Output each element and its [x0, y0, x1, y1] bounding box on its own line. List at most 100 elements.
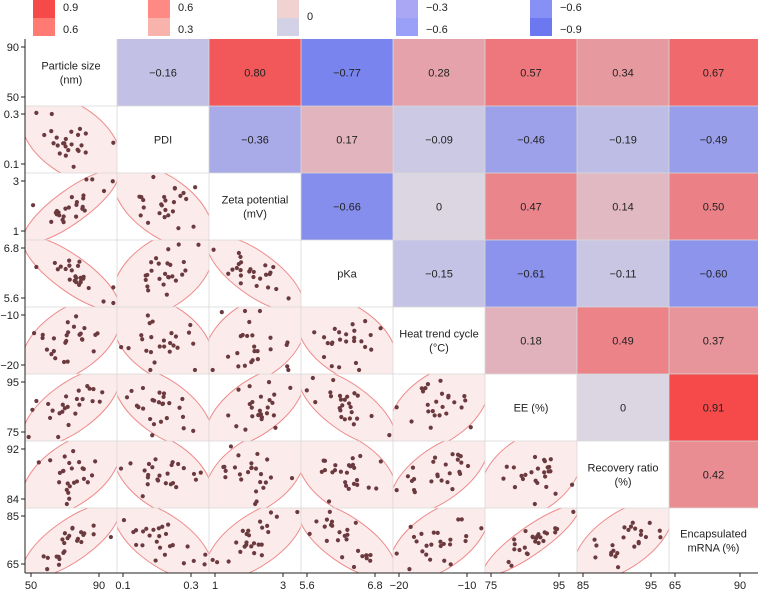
- scatter-point: [592, 537, 597, 542]
- scatter-point: [57, 470, 62, 475]
- scatter-point: [251, 269, 256, 275]
- scatter-point: [79, 143, 84, 148]
- scatter-point: [263, 480, 268, 485]
- y-tick-label: 1: [13, 226, 19, 238]
- scatter-point: [66, 205, 71, 210]
- scatter-point: [525, 551, 530, 557]
- scatter-point: [181, 426, 186, 431]
- scatter-point: [111, 300, 116, 306]
- scatter-point: [238, 273, 244, 278]
- correlation-cell: [485, 173, 577, 240]
- scatter-point: [142, 468, 147, 473]
- scatter-point: [71, 449, 76, 454]
- scatter-panel: [393, 374, 485, 441]
- correlation-value: 0.37: [703, 336, 724, 348]
- correlation-cell: [577, 106, 669, 173]
- scatter-point: [145, 313, 150, 318]
- scatter-point: [170, 209, 176, 214]
- y-tick-label: 90: [7, 42, 19, 54]
- scatter-point: [452, 400, 457, 405]
- scatter-point: [181, 466, 186, 471]
- scatter-point: [446, 393, 451, 398]
- scatter-point: [184, 196, 189, 202]
- scatter-point: [162, 215, 167, 220]
- scatter-point: [144, 348, 149, 353]
- scatter-point: [149, 268, 154, 273]
- scatter-point: [368, 332, 373, 338]
- scatter-point: [312, 330, 317, 335]
- scatter-point: [261, 485, 266, 490]
- scatter-point: [162, 552, 168, 557]
- scatter-point: [156, 526, 161, 531]
- scatter-point: [324, 538, 329, 543]
- scatter-point: [356, 367, 362, 373]
- variable-label: mRNA (%): [688, 543, 740, 555]
- scatter-point: [157, 473, 162, 478]
- confidence-ellipse: [209, 441, 301, 508]
- scatter-point: [265, 523, 270, 528]
- scatter-point: [447, 471, 452, 476]
- scatter-panel: [25, 441, 117, 508]
- scatter-point: [60, 402, 65, 407]
- scatter-point: [538, 535, 543, 540]
- scatter-point: [346, 401, 352, 406]
- scatter-point: [337, 330, 342, 335]
- scatter-point: [77, 332, 82, 337]
- scatter-point: [63, 144, 68, 149]
- scatter-panel: [301, 441, 393, 508]
- confidence-ellipse: [301, 374, 393, 441]
- scatter-point: [250, 333, 255, 338]
- scatter-point: [258, 479, 263, 485]
- scatter-point: [180, 414, 186, 419]
- correlation-cell: [485, 307, 577, 374]
- scatter-panel: [25, 307, 117, 374]
- scatter-point: [169, 331, 174, 336]
- y-tick-label: 85: [7, 511, 19, 523]
- legend-item: 0.6 0.3: [148, 0, 193, 36]
- scatter-point: [253, 489, 259, 494]
- scatter-point: [256, 413, 261, 418]
- scatter-point: [235, 351, 240, 356]
- scatter-point: [146, 288, 151, 293]
- scatter-point: [501, 476, 506, 481]
- scatter-point: [238, 260, 244, 265]
- scatter-point: [353, 520, 358, 525]
- scatter-point: [149, 335, 154, 340]
- scatter-panel: [209, 307, 301, 374]
- scatter-point: [338, 397, 344, 402]
- correlation-value: −0.66: [333, 202, 361, 214]
- scatter-point: [140, 337, 145, 342]
- scatter-point: [151, 527, 156, 532]
- scatter-point: [180, 396, 185, 402]
- scatter-point: [358, 453, 363, 459]
- scatter-point: [352, 338, 357, 344]
- scatter-point: [45, 555, 50, 560]
- scatter-point: [110, 179, 115, 184]
- scatter-point: [274, 514, 279, 519]
- scatter-point: [193, 477, 199, 482]
- scatter-point: [147, 533, 152, 538]
- correlation-cell: [393, 173, 485, 240]
- scatter-point: [118, 466, 124, 471]
- scatter-point: [85, 480, 90, 485]
- scatter-point: [141, 205, 146, 210]
- correlation-cell: [669, 374, 758, 441]
- scatter-point: [242, 308, 248, 314]
- legend-label: 0.6: [178, 2, 193, 14]
- scatter-point: [544, 484, 549, 490]
- correlation-value: 0.47: [520, 202, 541, 214]
- scatter-point: [249, 405, 254, 410]
- scatter-point: [192, 367, 198, 373]
- y-tick-label: 0.1: [4, 159, 19, 171]
- scatter-point: [150, 319, 155, 324]
- scatter-point: [185, 544, 190, 549]
- scatter-panel: [117, 240, 209, 307]
- confidence-ellipse: [577, 508, 669, 573]
- scatter-point: [191, 341, 196, 346]
- scatter-panel: [209, 374, 301, 441]
- scatter-point: [171, 343, 176, 348]
- scatter-point: [161, 282, 166, 287]
- scatter-point: [517, 547, 522, 553]
- correlation-cell: [669, 240, 758, 307]
